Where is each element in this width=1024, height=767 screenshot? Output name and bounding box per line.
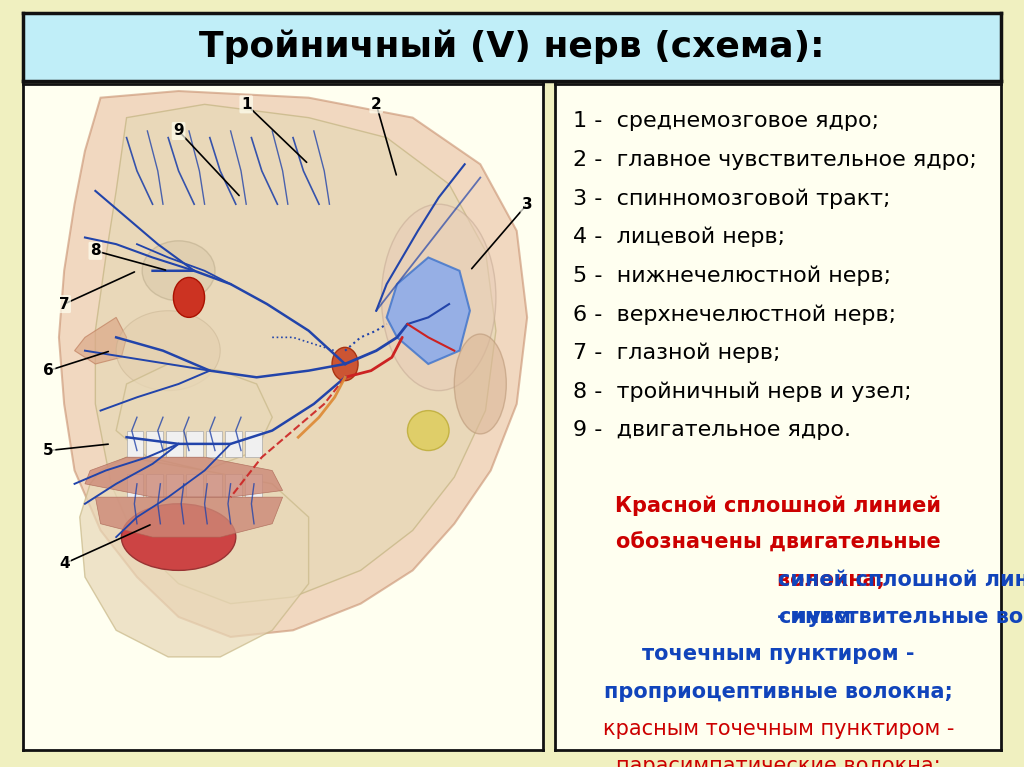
Bar: [127, 474, 143, 497]
Ellipse shape: [408, 410, 450, 450]
Ellipse shape: [382, 204, 496, 390]
Text: 8: 8: [90, 243, 100, 258]
Text: 5: 5: [43, 443, 54, 458]
Ellipse shape: [122, 504, 236, 571]
Circle shape: [332, 347, 358, 380]
Text: 4: 4: [58, 556, 70, 571]
Polygon shape: [95, 104, 496, 604]
Text: волокна;: волокна;: [777, 570, 893, 590]
Text: 7: 7: [58, 297, 70, 311]
Bar: [225, 430, 242, 457]
Polygon shape: [85, 457, 283, 497]
Text: 8 -  тройничный нерв и узел;: 8 - тройничный нерв и узел;: [572, 381, 911, 402]
Bar: [146, 474, 163, 497]
Text: точечным пунктиром -: точечным пунктиром -: [642, 644, 914, 664]
Bar: [225, 474, 242, 497]
Text: Красной сплошной линией: Красной сплошной линией: [615, 495, 941, 515]
Bar: [146, 430, 163, 457]
Text: Тройничный (V) нерв (схема):: Тройничный (V) нерв (схема):: [200, 30, 824, 64]
Bar: [245, 474, 262, 497]
Text: 2: 2: [371, 97, 382, 112]
Text: 5 -  нижнечелюстной нерв;: 5 - нижнечелюстной нерв;: [572, 265, 891, 286]
Bar: [127, 430, 143, 457]
Text: 3 -  спинномозговой тракт;: 3 - спинномозговой тракт;: [572, 188, 890, 209]
Bar: [166, 474, 182, 497]
Polygon shape: [95, 497, 283, 537]
Bar: [245, 430, 262, 457]
Ellipse shape: [142, 241, 215, 301]
Text: 4 -  лицевой нерв;: 4 - лицевой нерв;: [572, 227, 785, 247]
Polygon shape: [387, 258, 470, 364]
Bar: [206, 474, 222, 497]
Text: проприоцептивные волокна;: проприоцептивные волокна;: [604, 682, 952, 702]
Text: красным точечным пунктиром -: красным точечным пунктиром -: [602, 719, 954, 739]
Text: 2 -  главное чувствительное ядро;: 2 - главное чувствительное ядро;: [572, 150, 977, 170]
Text: 1 -  среднемозговое ядро;: 1 - среднемозговое ядро;: [572, 111, 879, 131]
Ellipse shape: [455, 334, 506, 434]
Ellipse shape: [116, 311, 220, 390]
Circle shape: [173, 278, 205, 318]
Polygon shape: [75, 318, 127, 364]
Bar: [206, 430, 222, 457]
Bar: [186, 430, 203, 457]
Text: 7 -  глазной нерв;: 7 - глазной нерв;: [572, 343, 780, 364]
Polygon shape: [59, 91, 527, 637]
Text: - чувствительные волокна;: - чувствительные волокна;: [777, 607, 1024, 627]
Text: 6: 6: [43, 363, 54, 378]
Bar: [186, 474, 203, 497]
Polygon shape: [80, 457, 308, 657]
Text: 9: 9: [173, 123, 184, 139]
Text: обозначены двигательные: обозначены двигательные: [615, 532, 941, 553]
Text: 6 -  верхнечелюстной нерв;: 6 - верхнечелюстной нерв;: [572, 304, 896, 324]
Text: 9 -  двигательное ядро.: 9 - двигательное ядро.: [572, 420, 851, 440]
Text: 1: 1: [241, 97, 252, 112]
Text: синей сплошной линией: синей сплошной линией: [778, 570, 1024, 590]
Polygon shape: [116, 364, 272, 470]
Text: парасимпатические волокна;: парасимпатические волокна;: [615, 756, 941, 767]
Text: 3: 3: [522, 196, 532, 212]
Bar: [166, 430, 182, 457]
Text: синим: синим: [778, 607, 851, 627]
